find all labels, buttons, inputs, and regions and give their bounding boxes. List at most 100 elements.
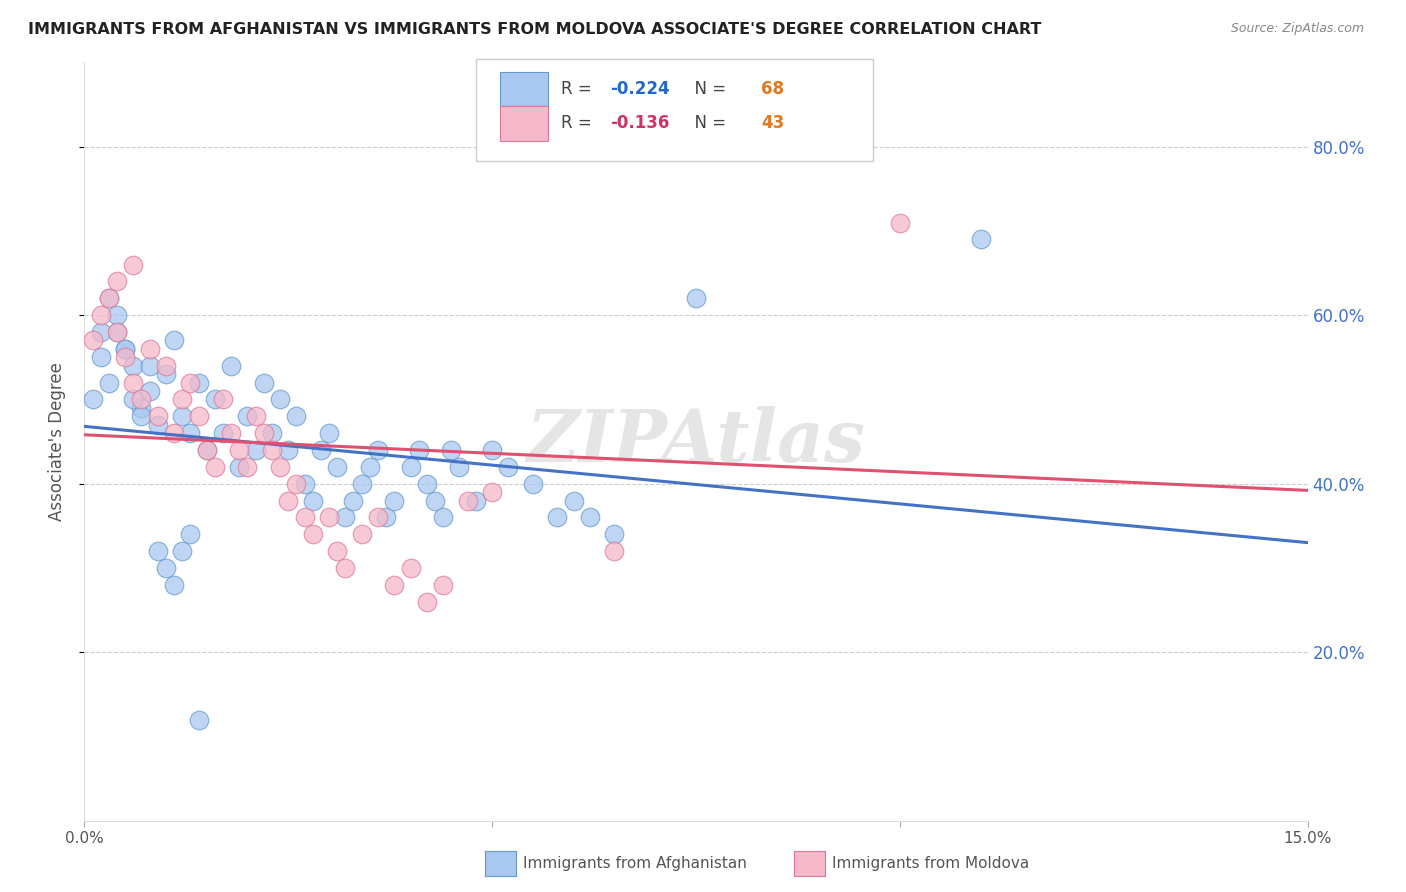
Text: R =: R = bbox=[561, 114, 598, 132]
Point bbox=[138, 384, 160, 398]
Point bbox=[163, 334, 186, 348]
Point bbox=[138, 342, 160, 356]
Text: IMMIGRANTS FROM AFGHANISTAN VS IMMIGRANTS FROM MOLDOVA ASSOCIATE'S DEGREE CORREL: IMMIGRANTS FROM AFGHANISTAN VS IMMIGRANT… bbox=[28, 22, 1042, 37]
Point bbox=[253, 376, 276, 390]
Text: ZIPAtlas: ZIPAtlas bbox=[527, 406, 865, 477]
Point bbox=[228, 459, 250, 474]
Point bbox=[416, 594, 439, 608]
Point bbox=[382, 578, 405, 592]
Point bbox=[326, 459, 349, 474]
Point bbox=[562, 493, 585, 508]
Point bbox=[90, 308, 112, 322]
FancyBboxPatch shape bbox=[501, 105, 548, 141]
Point bbox=[179, 426, 201, 441]
Point bbox=[269, 459, 291, 474]
Point bbox=[277, 442, 299, 457]
Point bbox=[253, 426, 276, 441]
Point bbox=[131, 401, 153, 415]
Point bbox=[105, 308, 128, 322]
Point bbox=[326, 544, 349, 558]
Point bbox=[195, 442, 218, 457]
Point bbox=[318, 510, 340, 524]
Point bbox=[114, 342, 136, 356]
Point bbox=[122, 359, 145, 373]
Point bbox=[440, 442, 463, 457]
Point bbox=[82, 334, 104, 348]
Point bbox=[122, 376, 145, 390]
Point bbox=[163, 578, 186, 592]
Point bbox=[335, 510, 357, 524]
Point bbox=[172, 544, 194, 558]
Point bbox=[375, 510, 398, 524]
Point bbox=[204, 459, 226, 474]
Point bbox=[889, 215, 911, 229]
Point bbox=[155, 367, 177, 381]
Point bbox=[146, 544, 169, 558]
Point bbox=[603, 527, 626, 541]
Point bbox=[212, 392, 235, 407]
Point bbox=[219, 359, 242, 373]
Point bbox=[359, 459, 381, 474]
Text: 68: 68 bbox=[761, 80, 783, 98]
Point bbox=[432, 578, 454, 592]
Point bbox=[204, 392, 226, 407]
Point bbox=[423, 493, 446, 508]
Point bbox=[146, 409, 169, 424]
Point bbox=[236, 459, 259, 474]
Text: -0.224: -0.224 bbox=[610, 80, 671, 98]
Point bbox=[399, 459, 422, 474]
Point bbox=[97, 376, 120, 390]
Point bbox=[122, 258, 145, 272]
Text: N =: N = bbox=[683, 114, 731, 132]
Point bbox=[105, 325, 128, 339]
Point bbox=[131, 392, 153, 407]
Point bbox=[131, 409, 153, 424]
Point bbox=[432, 510, 454, 524]
Point bbox=[367, 442, 389, 457]
Point bbox=[155, 359, 177, 373]
Text: N =: N = bbox=[683, 80, 731, 98]
Point bbox=[260, 442, 283, 457]
Point bbox=[970, 232, 993, 246]
Point bbox=[105, 325, 128, 339]
Text: Immigrants from Afghanistan: Immigrants from Afghanistan bbox=[523, 856, 747, 871]
Point bbox=[285, 476, 308, 491]
Point bbox=[97, 291, 120, 305]
Point bbox=[155, 561, 177, 575]
Point bbox=[342, 493, 364, 508]
Point bbox=[90, 325, 112, 339]
Point bbox=[464, 493, 486, 508]
Point bbox=[114, 351, 136, 365]
Point bbox=[212, 426, 235, 441]
Point bbox=[335, 561, 357, 575]
Point bbox=[245, 442, 267, 457]
Point bbox=[163, 426, 186, 441]
Point bbox=[114, 342, 136, 356]
Point bbox=[219, 426, 242, 441]
Point bbox=[277, 493, 299, 508]
Point bbox=[309, 442, 332, 457]
Text: Source: ZipAtlas.com: Source: ZipAtlas.com bbox=[1230, 22, 1364, 36]
Point bbox=[138, 359, 160, 373]
Point bbox=[245, 409, 267, 424]
Point bbox=[579, 510, 602, 524]
Point bbox=[187, 713, 209, 727]
Point bbox=[97, 291, 120, 305]
Point bbox=[195, 442, 218, 457]
Text: R =: R = bbox=[561, 80, 598, 98]
Point bbox=[481, 485, 503, 500]
Point bbox=[416, 476, 439, 491]
Point bbox=[294, 510, 316, 524]
Point bbox=[236, 409, 259, 424]
Point bbox=[285, 409, 308, 424]
Point bbox=[301, 527, 323, 541]
Point bbox=[350, 527, 373, 541]
Point bbox=[172, 409, 194, 424]
Text: -0.136: -0.136 bbox=[610, 114, 669, 132]
Point bbox=[449, 459, 471, 474]
FancyBboxPatch shape bbox=[501, 71, 548, 106]
Point bbox=[269, 392, 291, 407]
Point bbox=[105, 275, 128, 289]
Point bbox=[546, 510, 568, 524]
Text: 43: 43 bbox=[761, 114, 785, 132]
